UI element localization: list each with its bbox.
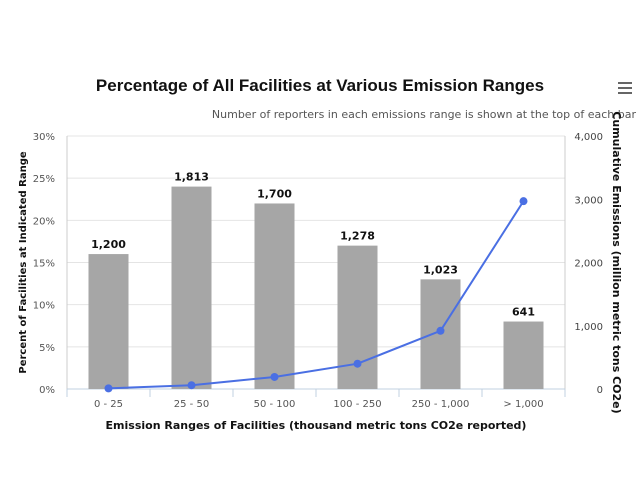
bar-data-label: 1,200 bbox=[91, 238, 126, 251]
bar-data-label: 641 bbox=[512, 306, 535, 319]
x-tick-label: 100 - 250 bbox=[333, 399, 381, 410]
y-tick-label: 10% bbox=[33, 301, 55, 312]
line-point bbox=[353, 359, 362, 368]
y2-axis-title: Cumulative Emissions (million metric ton… bbox=[610, 111, 623, 413]
line-point bbox=[270, 372, 279, 381]
y2-tick-label: 2,000 bbox=[574, 259, 603, 270]
y2-tick-label: 1,000 bbox=[574, 322, 603, 333]
hamburger-icon[interactable] bbox=[618, 82, 632, 97]
y2-tick-label: 3,000 bbox=[574, 195, 603, 206]
chart-title: Percentage of All Facilities at Various … bbox=[95, 76, 545, 95]
x-tick-label: 25 - 50 bbox=[174, 399, 209, 410]
y2-tick-label: 4,000 bbox=[574, 132, 603, 143]
y-tick-label: 15% bbox=[33, 259, 55, 270]
x-tick-label: 250 - 1,000 bbox=[412, 399, 470, 410]
bar bbox=[503, 321, 544, 389]
line-point bbox=[519, 197, 528, 206]
x-tick-label: 0 - 25 bbox=[94, 399, 123, 410]
x-axis-title: Emission Ranges of Facilities (thousand … bbox=[106, 419, 527, 432]
x-tick-label: > 1,000 bbox=[503, 399, 543, 410]
line-point bbox=[104, 384, 113, 393]
line-point bbox=[187, 381, 196, 390]
line-point bbox=[436, 326, 445, 335]
y-tick-label: 5% bbox=[39, 343, 55, 354]
y-tick-label: 0% bbox=[39, 385, 55, 396]
y-tick-label: 20% bbox=[33, 216, 55, 227]
bar-data-label: 1,700 bbox=[257, 187, 292, 200]
cumulative-line bbox=[108, 200, 525, 390]
bar-data-label: 1,278 bbox=[340, 230, 375, 243]
bar-data-label: 1,023 bbox=[423, 263, 458, 276]
y2-tick-label: 0 bbox=[597, 385, 603, 396]
y-axis-title: Percent of Facilities at Indicated Range bbox=[18, 151, 29, 374]
chart-subtitle: Number of reporters in each emissions ra… bbox=[211, 108, 636, 121]
y-tick-label: 25% bbox=[33, 174, 55, 185]
bar bbox=[171, 186, 212, 389]
bar-data-label: 1,813 bbox=[174, 171, 209, 184]
y-tick-label: 30% bbox=[33, 132, 55, 143]
x-tick-label: 50 - 100 bbox=[254, 399, 296, 410]
bar bbox=[88, 254, 129, 389]
bar bbox=[254, 203, 295, 389]
